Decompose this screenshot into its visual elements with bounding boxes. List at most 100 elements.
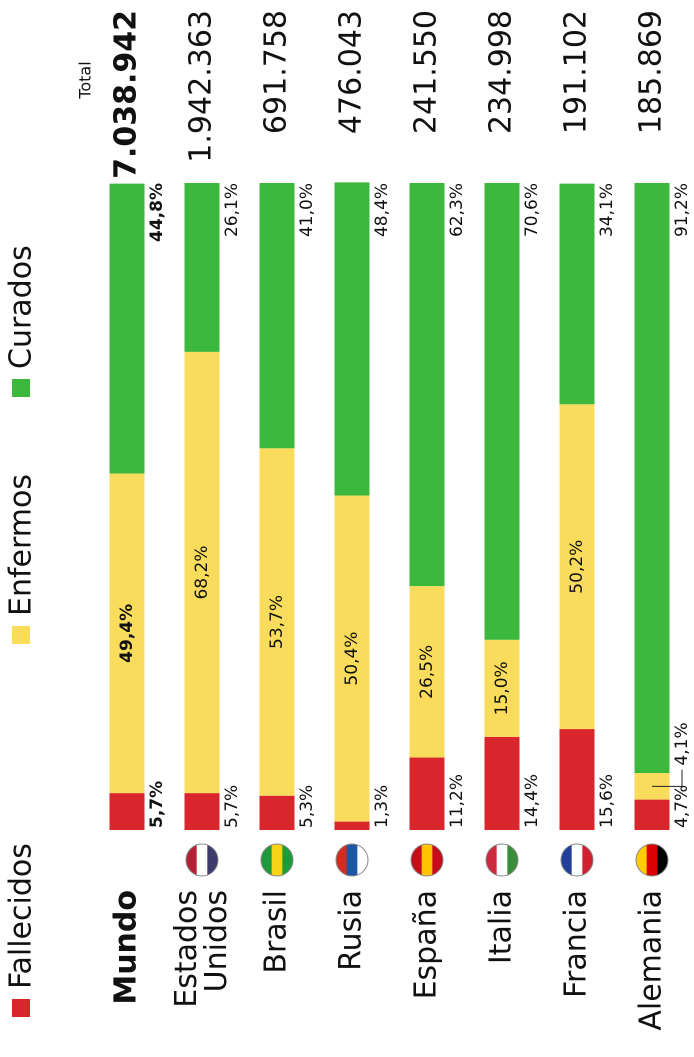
value-label: 11,2% (447, 774, 467, 828)
value-label: 26,5% (417, 645, 437, 699)
total-label: 691.758 (259, 10, 294, 134)
value-label: 15,0% (492, 661, 512, 715)
bar-segment (109, 473, 145, 794)
flag-band (271, 844, 283, 876)
leader-line (652, 769, 683, 787)
total-label: 185.869 (634, 10, 669, 134)
value-label: 44,8% (147, 183, 167, 242)
bar-segment (559, 183, 595, 405)
value-label: 14,4% (522, 774, 542, 828)
total-label: 476.043 (334, 10, 369, 134)
bar-segment (259, 448, 295, 796)
bar-segment (484, 183, 520, 640)
flag-band (196, 844, 208, 876)
category-label: Rusia (334, 890, 369, 971)
bar-segment (409, 183, 445, 587)
bar-segment (334, 182, 370, 496)
total-label: 234.998 (484, 10, 519, 134)
value-label: 49,4% (117, 604, 137, 663)
flag-band (346, 844, 358, 876)
flag-border (635, 843, 669, 877)
value-label: 5,7% (147, 781, 167, 828)
flag-band (336, 844, 348, 876)
bar-segment (259, 183, 295, 449)
flag-border (335, 843, 369, 877)
bar-segment (109, 793, 145, 830)
value-label: 5,3% (297, 785, 317, 828)
bar-segment (184, 793, 220, 830)
flag-band (571, 844, 583, 876)
total-label: 1.942.363 (184, 10, 219, 163)
value-label: 48,4% (372, 183, 392, 237)
value-label: 62,3% (447, 183, 467, 237)
flag-band (186, 844, 198, 876)
bar-segment (334, 821, 370, 830)
bar-segment (409, 586, 445, 758)
flag-band (411, 844, 423, 876)
value-label: 68,2% (192, 545, 212, 599)
flag-border (410, 843, 444, 877)
total-label: 191.102 (559, 10, 594, 134)
category-label: España (409, 890, 444, 999)
flag (260, 843, 294, 877)
flag-band (421, 844, 433, 876)
bar-segment (409, 757, 445, 830)
bar-segment (559, 404, 595, 730)
total-label: 7.038.942 (109, 10, 144, 179)
value-label: 70,6% (522, 183, 542, 237)
flag-band (261, 844, 273, 876)
category-label: Italia (484, 890, 519, 964)
flag (335, 843, 369, 877)
value-label: 34,1% (597, 183, 617, 237)
flag-band (561, 844, 573, 876)
value-label: 53,7% (267, 595, 287, 649)
value-label: 91,2% (672, 183, 692, 237)
flag-band (646, 844, 658, 876)
legend-swatch (12, 999, 30, 1017)
bar-segment (634, 799, 670, 830)
value-label: 41,0% (297, 183, 317, 237)
bar-segment (184, 183, 220, 352)
category-label: EstadosUnidos (169, 890, 234, 1008)
flag-border (260, 843, 294, 877)
flag (485, 843, 519, 877)
flag-border (485, 843, 519, 877)
flag-band (496, 844, 508, 876)
category-label: Brasil (259, 890, 294, 974)
bar-segment (334, 495, 370, 822)
rotated-chart: Fallecidos Enfermos Curados Total Mundo 5,7% 4… (4, 10, 693, 1031)
flag-band (636, 844, 648, 876)
bar-segment (484, 639, 520, 737)
flag (635, 843, 669, 877)
category-label: Francia (559, 890, 594, 998)
legend-label: Enfermos (4, 474, 39, 616)
flag (410, 843, 444, 877)
bar-segment (184, 351, 220, 794)
flag-border (560, 843, 594, 877)
flag (560, 843, 594, 877)
legend-label: Fallecidos (4, 843, 39, 989)
legend-swatch (12, 626, 30, 644)
bar-segment (259, 795, 295, 830)
bar-segment (634, 182, 670, 774)
flag-band (486, 844, 498, 876)
value-label: 26,1% (222, 183, 242, 237)
value-label: 5,7% (222, 785, 242, 828)
category-label: Alemania (634, 890, 669, 1031)
total-label: 241.550 (409, 10, 444, 134)
legend-swatch (12, 379, 30, 397)
value-label: 15,6% (597, 774, 617, 828)
value-label: 4,7% (672, 785, 692, 828)
legend-label: Curados (4, 245, 39, 369)
category-label: Mundo (109, 890, 144, 1005)
value-label: 50,2% (567, 540, 587, 594)
bar-segment (559, 729, 595, 830)
bar-segment (484, 736, 520, 830)
flag-border (185, 843, 219, 877)
value-label: 50,4% (342, 632, 362, 686)
value-label: 4,1% (672, 722, 692, 765)
flag (185, 843, 219, 877)
totals-header: Total (76, 61, 95, 99)
